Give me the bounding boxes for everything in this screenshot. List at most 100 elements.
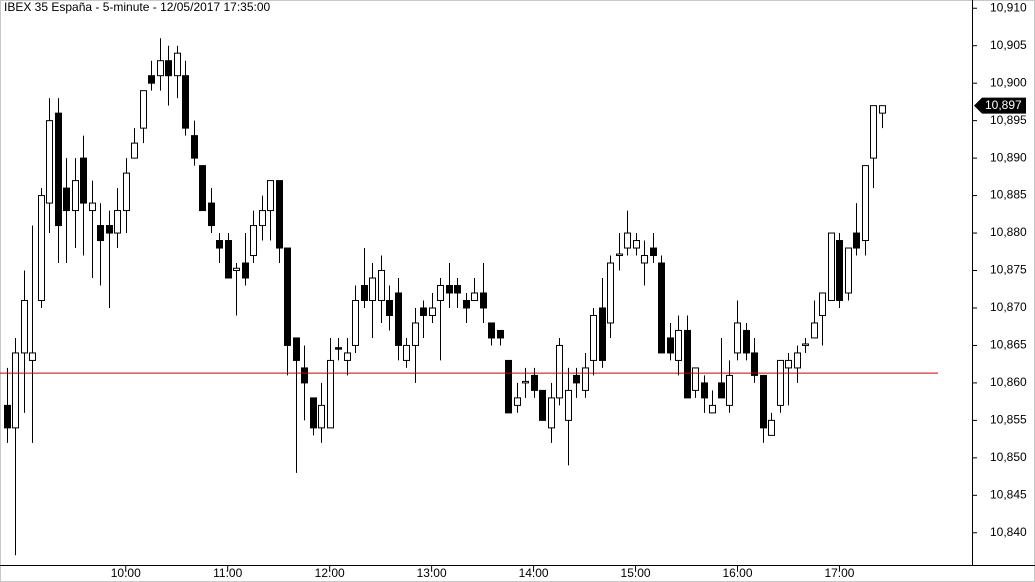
candle-body (437, 284, 444, 301)
candle-body (191, 135, 198, 159)
candle-body (743, 329, 750, 354)
candle-body (811, 322, 818, 339)
y-tick-label: 10,900 (990, 75, 1027, 89)
candle-body (21, 299, 28, 354)
candle-body (140, 90, 147, 129)
candle-body (369, 277, 376, 301)
candle-body (46, 120, 53, 204)
y-tick-label: 10,845 (990, 487, 1027, 501)
candle-body (802, 343, 809, 346)
candle-body (565, 389, 572, 421)
candle-body (794, 352, 801, 369)
candle-body (378, 270, 385, 301)
candle-body (80, 157, 87, 204)
x-tick-label: 11:00 (213, 566, 242, 580)
candle-body (225, 240, 232, 279)
candle-body (335, 347, 342, 350)
candle-body (412, 322, 419, 346)
y-tick-label: 10,865 (990, 338, 1027, 352)
candle-body (12, 352, 19, 429)
candle-body (539, 389, 546, 421)
x-tick-label: 14:00 (519, 566, 549, 580)
chart-title: IBEX 35 España - 5-minute - 12/05/2017 1… (4, 0, 271, 14)
candle-body (123, 172, 130, 212)
candle-body (267, 180, 274, 212)
candle-body (344, 352, 351, 361)
candle-body (650, 247, 657, 257)
candle-body (216, 240, 223, 249)
candle-body (38, 195, 45, 301)
candle-body (208, 202, 215, 227)
candle-body (250, 225, 257, 257)
candle-body (870, 105, 877, 159)
y-tick-label: 10,880 (990, 225, 1027, 239)
candle-body (199, 165, 206, 212)
candle-body (293, 337, 300, 361)
candle-body (853, 232, 860, 249)
candle-body (522, 380, 529, 384)
candle-body (242, 262, 249, 279)
candle-body (233, 267, 240, 272)
candle-body (97, 225, 104, 242)
candle-body (692, 367, 699, 391)
candle-body (310, 397, 317, 429)
candle-body (734, 322, 741, 354)
candle-body (89, 202, 96, 212)
candle-body (777, 359, 784, 406)
candle-body (488, 322, 495, 339)
candle-body (624, 232, 631, 249)
candle-body (556, 344, 563, 399)
candle-body (429, 307, 436, 316)
y-tick-label: 10,840 (990, 525, 1027, 539)
x-tick-label: 15:00 (621, 566, 651, 580)
y-tick-label: 10,895 (990, 113, 1027, 127)
candle-body (284, 247, 291, 346)
candle-body (641, 255, 648, 264)
last-price-label: 10,897 (985, 98, 1022, 112)
x-tick-label: 12:00 (315, 566, 345, 580)
candle-body (454, 284, 461, 294)
y-tick-label: 10,910 (990, 0, 1027, 14)
candle-body (599, 307, 606, 361)
candle-body (726, 374, 733, 406)
candle-body (446, 284, 453, 294)
candle-body (785, 359, 792, 369)
candle-body (420, 307, 427, 316)
candle-body (768, 419, 775, 436)
candle-body (582, 367, 589, 391)
y-tick-label: 10,890 (990, 150, 1027, 164)
candle-body (301, 367, 308, 384)
candle-body (361, 284, 368, 301)
candle-body (471, 292, 478, 301)
candle-body (318, 404, 325, 429)
candle-body (148, 75, 155, 84)
candle-body (819, 292, 826, 316)
candle-body (845, 247, 852, 294)
candle-body (701, 382, 708, 399)
y-tick-label: 10,885 (990, 188, 1027, 202)
y-tick-label: 10,905 (990, 38, 1027, 52)
last-price-tag (974, 97, 1026, 114)
candle-body (709, 404, 716, 414)
candle-body (505, 359, 512, 414)
candle-body (607, 262, 614, 324)
candle-body (879, 105, 886, 114)
x-tick-label: 17:00 (824, 566, 854, 580)
x-tick-label: 10:00 (111, 566, 141, 580)
candle-body (760, 374, 767, 429)
y-tick-label: 10,870 (990, 300, 1027, 314)
candle-body (29, 352, 36, 361)
candle-body (174, 52, 181, 77)
y-tick-label: 10,875 (990, 263, 1027, 277)
candle-body (658, 262, 665, 354)
candle-body (675, 329, 682, 361)
candle-body (718, 382, 725, 399)
candle-body (403, 344, 410, 361)
candle-body (182, 75, 189, 129)
candle-body (327, 359, 334, 429)
candle-body (751, 352, 758, 376)
candle-body (480, 292, 487, 309)
candle-body (548, 397, 555, 429)
candle-body (106, 225, 113, 234)
x-tick-label: 16:00 (722, 566, 752, 580)
